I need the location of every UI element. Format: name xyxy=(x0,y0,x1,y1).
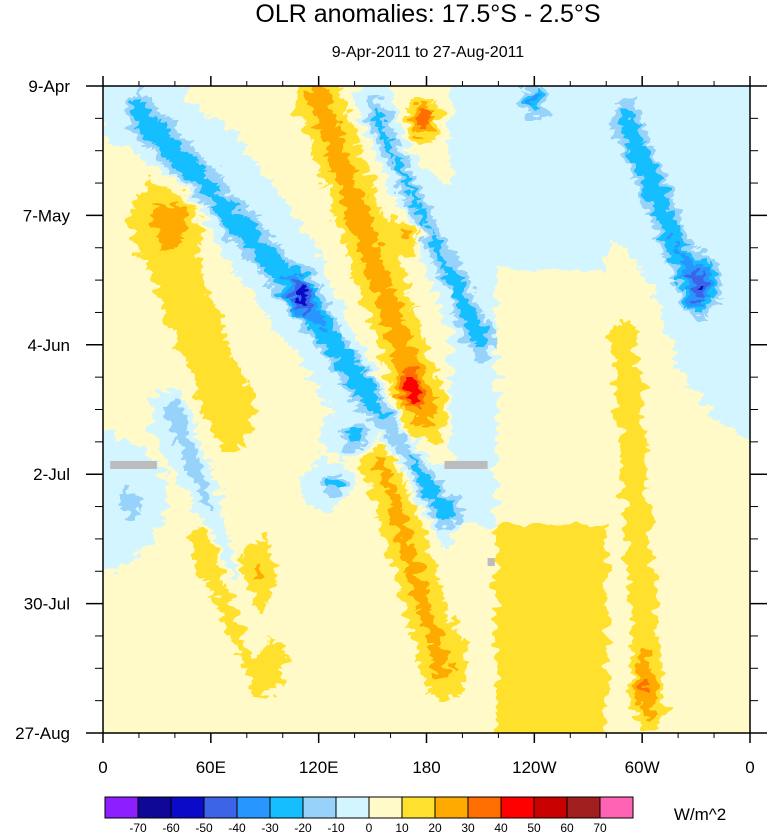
y-tick-label-0: 9-Apr xyxy=(28,77,70,96)
colorbar-box-5 xyxy=(269,796,304,819)
colorbar-label-1: -60 xyxy=(162,821,180,834)
missing-data-0 xyxy=(110,460,157,469)
y-tick-label-1: 7-May xyxy=(23,206,71,225)
missing-data-2 xyxy=(487,558,495,567)
y-tick-label-4: 30-Jul xyxy=(24,595,70,614)
chart-title: OLR anomalies: 17.5°S - 2.5°S xyxy=(255,0,600,28)
colorbar-box-14 xyxy=(566,796,601,819)
colorbar-label-12: 50 xyxy=(527,821,541,834)
colorbar-label-2: -50 xyxy=(195,821,213,834)
colorbar-label-7: 0 xyxy=(366,821,373,834)
colorbar-box-4 xyxy=(236,796,271,819)
colorbar-box-6 xyxy=(302,796,337,819)
colorbar-label-8: 10 xyxy=(395,821,409,834)
colorbar-label-4: -30 xyxy=(261,821,279,834)
colorbar-label-11: 40 xyxy=(494,821,508,834)
x-axis: 0 60E 120E 180 120W 60W 0 xyxy=(98,76,755,777)
y-axis: 9-Apr 7-May 4-Jun 2-Jul 30-Jul 27-Aug xyxy=(15,77,767,743)
x-tick-label-3: 180 xyxy=(412,758,440,777)
y-tick-label-5: 27-Aug xyxy=(15,724,70,743)
x-tick-label-0: 0 xyxy=(98,758,107,777)
missing-data-1 xyxy=(444,460,488,469)
colorbar-box-15 xyxy=(599,796,634,819)
x-tick-label-2: 120E xyxy=(299,758,339,777)
colorbar-box-12 xyxy=(500,796,535,819)
colorbar-box-0 xyxy=(104,796,139,819)
plot-area xyxy=(103,86,750,733)
missing-data-layer xyxy=(110,460,495,567)
colorbar-label-5: -20 xyxy=(294,821,312,834)
colorbar-box-9 xyxy=(401,796,436,819)
colorbar-label-14: 70 xyxy=(593,821,607,834)
x-tick-label-4: 120W xyxy=(512,758,556,777)
colorbar-label-6: -10 xyxy=(327,821,345,834)
colorbar-box-7 xyxy=(335,796,370,819)
colorbar-box-1 xyxy=(137,796,172,819)
colorbar-unit: W/m^2 xyxy=(674,805,726,824)
colorbar-label-13: 60 xyxy=(560,821,574,834)
colorbar-box-10 xyxy=(434,796,469,819)
colorbar-label-9: 20 xyxy=(428,821,442,834)
colorbar-box-11 xyxy=(467,796,502,819)
colorbar-label-3: -40 xyxy=(228,821,246,834)
colorbar-box-2 xyxy=(170,796,205,819)
y-tick-label-2: 4-Jun xyxy=(27,336,70,355)
colorbar-label-0: -70 xyxy=(129,821,147,834)
chart-subtitle: 9-Apr-2011 to 27-Aug-2011 xyxy=(332,44,525,61)
x-tick-label-6: 0 xyxy=(745,758,754,777)
colorbar-box-8 xyxy=(368,796,403,819)
colorbar-box-3 xyxy=(203,796,238,819)
x-tick-label-1: 60E xyxy=(196,758,226,777)
colorbar-box-13 xyxy=(533,796,568,819)
anomaly-field xyxy=(103,86,750,733)
y-tick-label-3: 2-Jul xyxy=(33,465,70,484)
colorbar-label-10: 30 xyxy=(461,821,475,834)
x-tick-label-5: 60W xyxy=(625,758,660,777)
colorbar: -70 -60 -50 -40 -30 -20 -10 0 10 20 30 40 50 60 70 xyxy=(104,796,634,834)
